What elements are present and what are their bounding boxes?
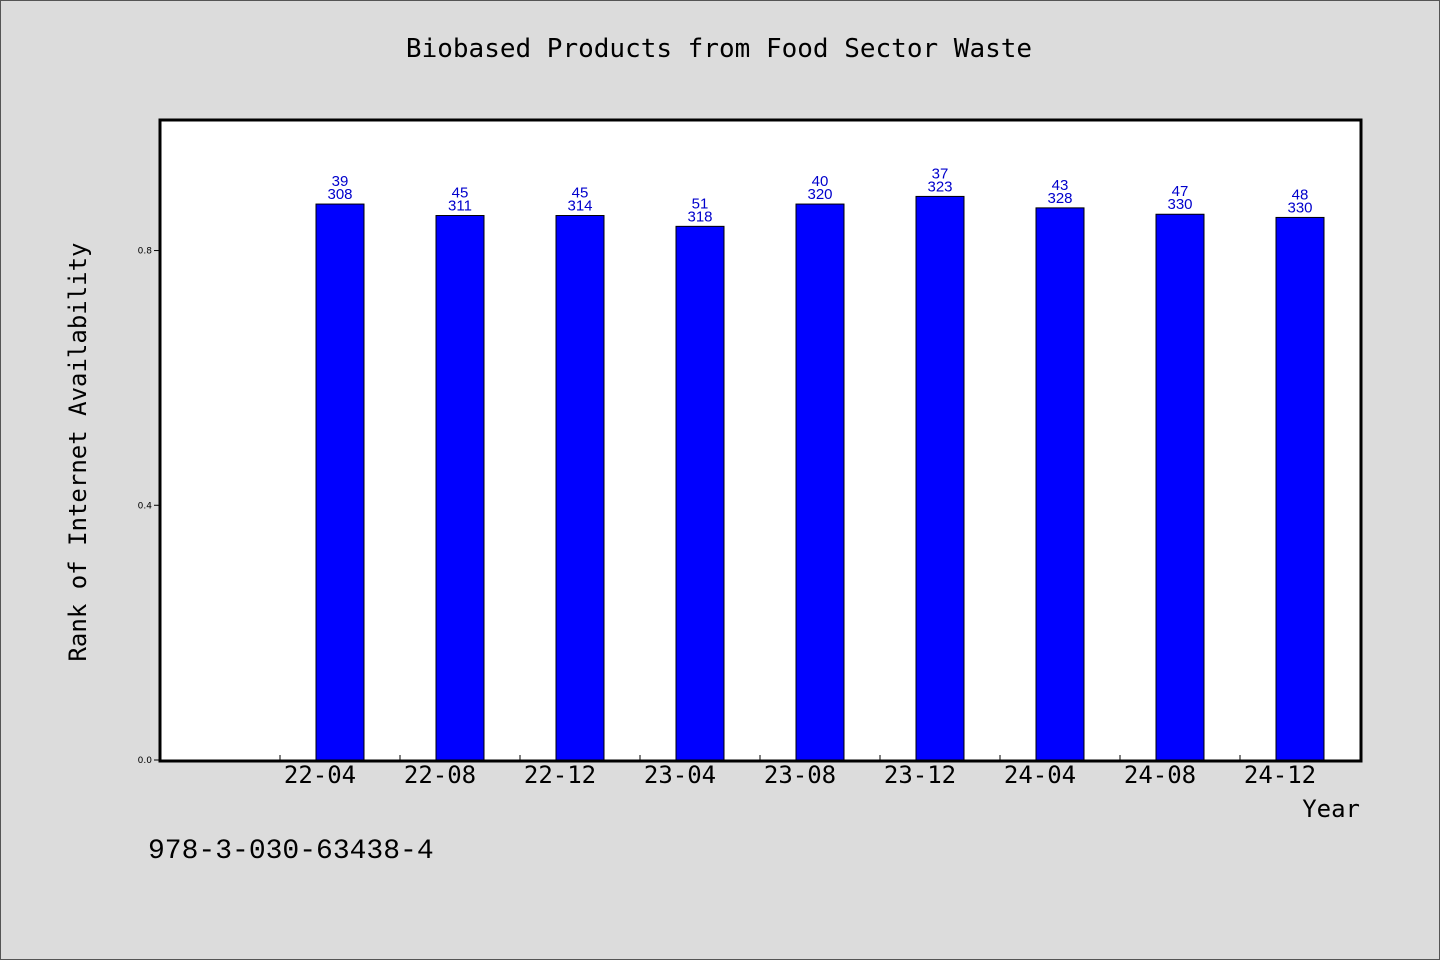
axis-ticks: 0.0 0.4 0.8 [138,247,1361,766]
bar-label-bottom: 320 [807,186,832,203]
bar-24-08 [1155,213,1205,761]
bar-24-04 [1035,207,1085,761]
bar-label-top: 37 [932,165,949,182]
bar-label-top: 51 [692,195,709,212]
y-tick-label: 0.4 [138,501,153,511]
bar-label-top: 45 [572,185,589,202]
chart-title: Biobased Products from Food Sector Waste [405,34,1033,64]
bar-label-bottom: 330 [1167,196,1192,213]
x-tick-label: 23-12 [884,761,956,789]
x-tick-label: 22-12 [524,761,596,789]
x-tick-labels: 22-04 22-08 22-12 23-04 23-08 23-12 24-04 24-08… [284,761,1316,789]
bar-22-08 [435,215,485,761]
isbn-text: 978-3-030-63438-4 [148,836,434,867]
bar-label-bottom: 328 [1047,190,1072,207]
bar-label-top: 40 [812,173,829,190]
bar-24-12 [1275,216,1325,761]
bar-22-04 [315,203,365,761]
x-tick-label: 23-08 [764,761,836,789]
bar-label-bottom: 323 [927,178,952,195]
bar-23-12 [915,195,965,761]
bars [315,195,1325,761]
bar-label-bottom: 311 [448,198,472,215]
bar-23-04 [675,225,725,761]
bar-label-top: 47 [1172,183,1189,200]
x-tick-label: 22-08 [404,761,476,789]
bar-label-bottom: 318 [687,208,712,225]
x-tick-label: 22-04 [284,761,356,789]
y-axis-label: Rank of Internet Availability [64,242,92,661]
bar-label-bottom: 314 [567,198,592,215]
y-tick-label: 0.0 [138,756,153,766]
x-tick-label: 24-04 [1004,761,1076,789]
bar-label-top: 43 [1052,177,1069,194]
bar-22-12 [555,215,605,761]
x-tick-label: 24-08 [1124,761,1196,789]
y-tick-label: 0.8 [138,247,153,257]
bar-label-top: 48 [1292,186,1309,203]
bar-label-bottom: 308 [327,186,352,203]
bar-label-top: 39 [332,173,349,190]
bar-label-bottom: 330 [1287,199,1312,216]
x-tick-label: 23-04 [644,761,716,789]
bar-label-top: 45 [452,185,469,202]
x-tick-label: 24-12 [1244,761,1316,789]
x-axis-label: Year [1302,795,1360,823]
bar-23-08 [795,203,845,761]
